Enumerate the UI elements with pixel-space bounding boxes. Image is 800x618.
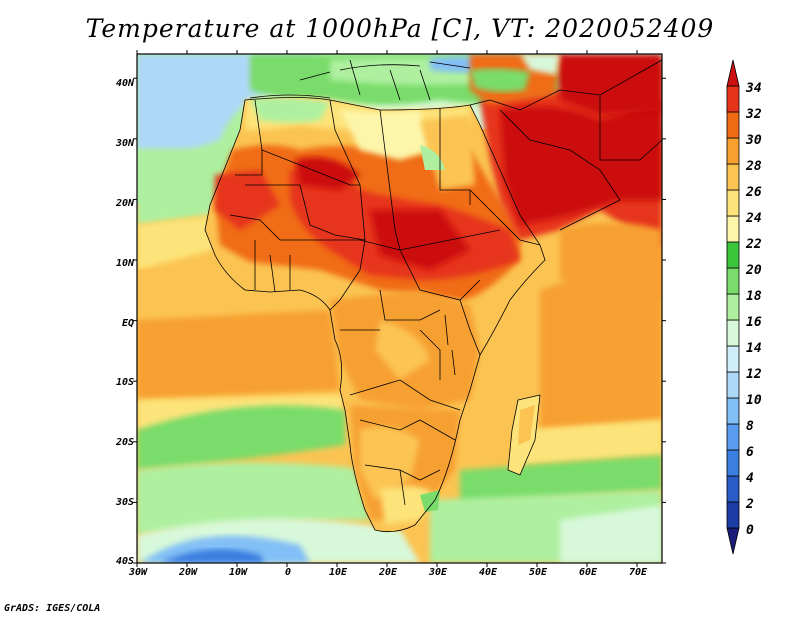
colorbar-swatch-7	[726, 345, 740, 373]
colorbar	[726, 59, 740, 555]
lon-tick-20w: 20W	[178, 567, 198, 578]
lon-tick-20e: 20E	[378, 567, 398, 578]
colorbar-swatch-15	[726, 137, 740, 165]
colorbar-label-32: 32	[746, 107, 762, 122]
colorbar-swatch-3	[726, 449, 740, 477]
lat-tick-10s: 10S	[115, 377, 134, 388]
colorbar-label-8: 8	[746, 419, 754, 434]
colorbar-label-20: 20	[746, 263, 762, 278]
map-frame	[136, 53, 663, 564]
colorbar-label-16: 16	[746, 315, 762, 330]
colorbar-swatch-16	[726, 111, 740, 139]
colorbar-label-2: 2	[746, 497, 754, 512]
lat-tick-40s: 40S	[115, 556, 134, 567]
colorbar-label-12: 12	[746, 367, 762, 382]
map-title: Temperature at 1000hPa [C], VT: 20200524…	[85, 14, 715, 43]
colorbar-swatch-8	[726, 319, 740, 347]
colorbar-swatch-2	[726, 475, 740, 503]
colorbar-label-0: 0	[746, 523, 754, 538]
colorbar-label-18: 18	[746, 289, 762, 304]
lon-tick-50e: 50E	[528, 567, 548, 578]
lat-tick-eq: EQ	[121, 318, 134, 329]
colorbar-swatch-18	[726, 59, 740, 87]
colorbar-swatch-10	[726, 267, 740, 295]
colorbar-swatch-12	[726, 215, 740, 243]
colorbar-swatch-11	[726, 241, 740, 269]
colorbar-label-30: 30	[746, 133, 762, 148]
colorbar-swatch-14	[726, 163, 740, 191]
lon-tick-60e: 60E	[578, 567, 598, 578]
grads-credit: GrADS: IGES/COLA	[4, 603, 101, 614]
colorbar-label-24: 24	[746, 211, 762, 226]
lon-tick-40e: 40E	[478, 567, 498, 578]
lat-tick-20s: 20S	[115, 437, 134, 448]
country-borders	[204, 59, 662, 533]
colorbar-label-10: 10	[746, 393, 762, 408]
colorbar-label-28: 28	[746, 159, 762, 174]
colorbar-label-4: 4	[746, 471, 754, 486]
lon-tick-10e: 10E	[328, 567, 348, 578]
lat-tick-40n: 40N	[115, 78, 134, 89]
lon-tick-30w: 30W	[128, 567, 148, 578]
colorbar-label-14: 14	[746, 341, 762, 356]
axis-ticks	[133, 50, 666, 567]
lat-tick-30n: 30N	[115, 138, 134, 149]
colorbar-swatch-13	[726, 189, 740, 217]
lat-tick-10n: 10N	[115, 258, 134, 269]
colorbar-label-26: 26	[746, 185, 762, 200]
colorbar-swatch-0	[726, 527, 740, 555]
colorbar-swatch-6	[726, 371, 740, 399]
colorbar-swatch-9	[726, 293, 740, 321]
colorbar-swatch-5	[726, 397, 740, 425]
colorbar-swatch-1	[726, 501, 740, 529]
colorbar-label-22: 22	[746, 237, 762, 252]
colorbar-label-34: 34	[746, 81, 762, 96]
lon-tick-30e: 30E	[428, 567, 448, 578]
lon-tick-0: 0	[284, 567, 292, 578]
lat-tick-20n: 20N	[115, 198, 134, 209]
colorbar-swatch-4	[726, 423, 740, 451]
temperature-field	[137, 54, 662, 563]
colorbar-swatch-17	[726, 85, 740, 113]
lon-tick-10w: 10W	[228, 567, 248, 578]
lat-tick-30s: 30S	[115, 497, 134, 508]
lon-tick-70e: 70E	[628, 567, 648, 578]
colorbar-label-6: 6	[746, 445, 754, 460]
